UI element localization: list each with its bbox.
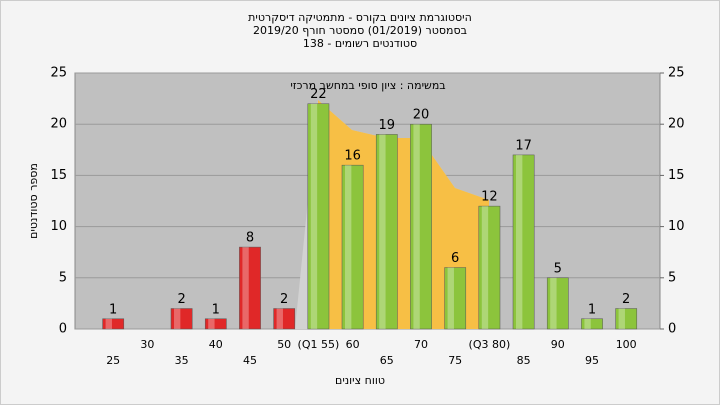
data-label: 12 (481, 190, 498, 205)
bar (375, 134, 398, 330)
data-label: 1 (212, 302, 220, 317)
bar-highlight (618, 308, 625, 329)
bar (204, 318, 227, 330)
bar (170, 308, 193, 330)
data-label: 2 (177, 292, 185, 307)
x-tick-label: 35 (175, 354, 189, 367)
bar-highlight (481, 206, 489, 329)
bar (581, 318, 603, 330)
data-label: 17 (515, 138, 532, 153)
y2-tick-label: 5 (668, 270, 676, 285)
y2-tick-label: 10 (668, 219, 685, 234)
y2-tick-label: 25 (668, 66, 685, 81)
data-label: 6 (451, 251, 459, 266)
x-tick-label: 85 (517, 354, 531, 367)
y2-tick-label: 15 (668, 168, 685, 183)
bar-highlight (310, 103, 318, 329)
y-tick-label: 20 (50, 117, 67, 132)
y2-tick-label: 0 (668, 322, 676, 337)
x-tick-label: 70 (414, 338, 428, 351)
data-label: 22 (310, 87, 327, 102)
data-label: 16 (344, 149, 361, 164)
x-tick-label: (Q1 55) (298, 338, 340, 351)
bar (512, 154, 535, 330)
x-tick-label: 75 (448, 354, 462, 367)
bar-highlight (173, 308, 181, 329)
y-tick-label: 15 (50, 168, 67, 183)
x-tick-label: 50 (277, 338, 291, 351)
bar (239, 246, 261, 330)
x-tick-label: 30 (140, 338, 154, 351)
y-tick-label: 0 (59, 322, 67, 337)
y-tick-label: 5 (59, 270, 67, 285)
bar-highlight (550, 277, 557, 329)
y-tick-label: 25 (50, 66, 67, 81)
data-label: 19 (379, 118, 396, 133)
bar (546, 277, 569, 330)
chart-title: היסטוגרמת ציונים בקורס - מתמטיקה דיסקרטי… (248, 11, 472, 24)
x-tick-label: 100 (616, 338, 637, 351)
bar-highlight (105, 318, 112, 329)
bar (410, 123, 432, 330)
x-tick-label: (Q3 80) (469, 338, 511, 351)
bar-highlight (276, 308, 283, 329)
bar-highlight (447, 267, 454, 329)
data-label: 2 (280, 292, 288, 307)
y-tick-label: 10 (50, 219, 67, 234)
bar-highlight (413, 124, 420, 329)
data-label: 8 (246, 231, 254, 246)
bar (341, 164, 364, 330)
y-axis-label: מספר סטודנטים (27, 163, 40, 239)
data-label: 5 (554, 261, 562, 276)
x-tick-label: 40 (209, 338, 223, 351)
x-tick-label: 60 (346, 338, 360, 351)
data-label: 20 (413, 108, 430, 123)
chart-subtitle: סטודנטים רשומים - 138 (303, 37, 417, 50)
bar-highlight (584, 318, 591, 329)
bar-highlight (344, 165, 352, 329)
bar (478, 205, 501, 330)
bar (102, 318, 125, 330)
annotation: במשימה : ציון סופי במחשב מרכזי (290, 79, 445, 92)
x-tick-label: 45 (243, 354, 257, 367)
bar-highlight (242, 247, 249, 329)
x-tick-label: 25 (106, 354, 120, 367)
chart-subtitle: בסמסטר (01/2019) סמסטר חורף 2019/20 (253, 24, 467, 37)
bar-highlight (379, 134, 386, 329)
x-axis-label: טווח ציונים (335, 374, 385, 387)
bar-highlight (515, 154, 523, 329)
x-tick-label: 90 (551, 338, 565, 351)
bar-highlight (208, 318, 215, 329)
bar (307, 103, 330, 330)
bar (615, 308, 638, 330)
data-label: 2 (622, 292, 630, 307)
bar (444, 267, 467, 330)
bar (273, 308, 296, 330)
data-label: 1 (588, 302, 596, 317)
data-label: 1 (109, 302, 117, 317)
x-tick-label: 65 (380, 354, 394, 367)
y2-tick-label: 20 (668, 117, 685, 132)
x-tick-label: 95 (585, 354, 599, 367)
